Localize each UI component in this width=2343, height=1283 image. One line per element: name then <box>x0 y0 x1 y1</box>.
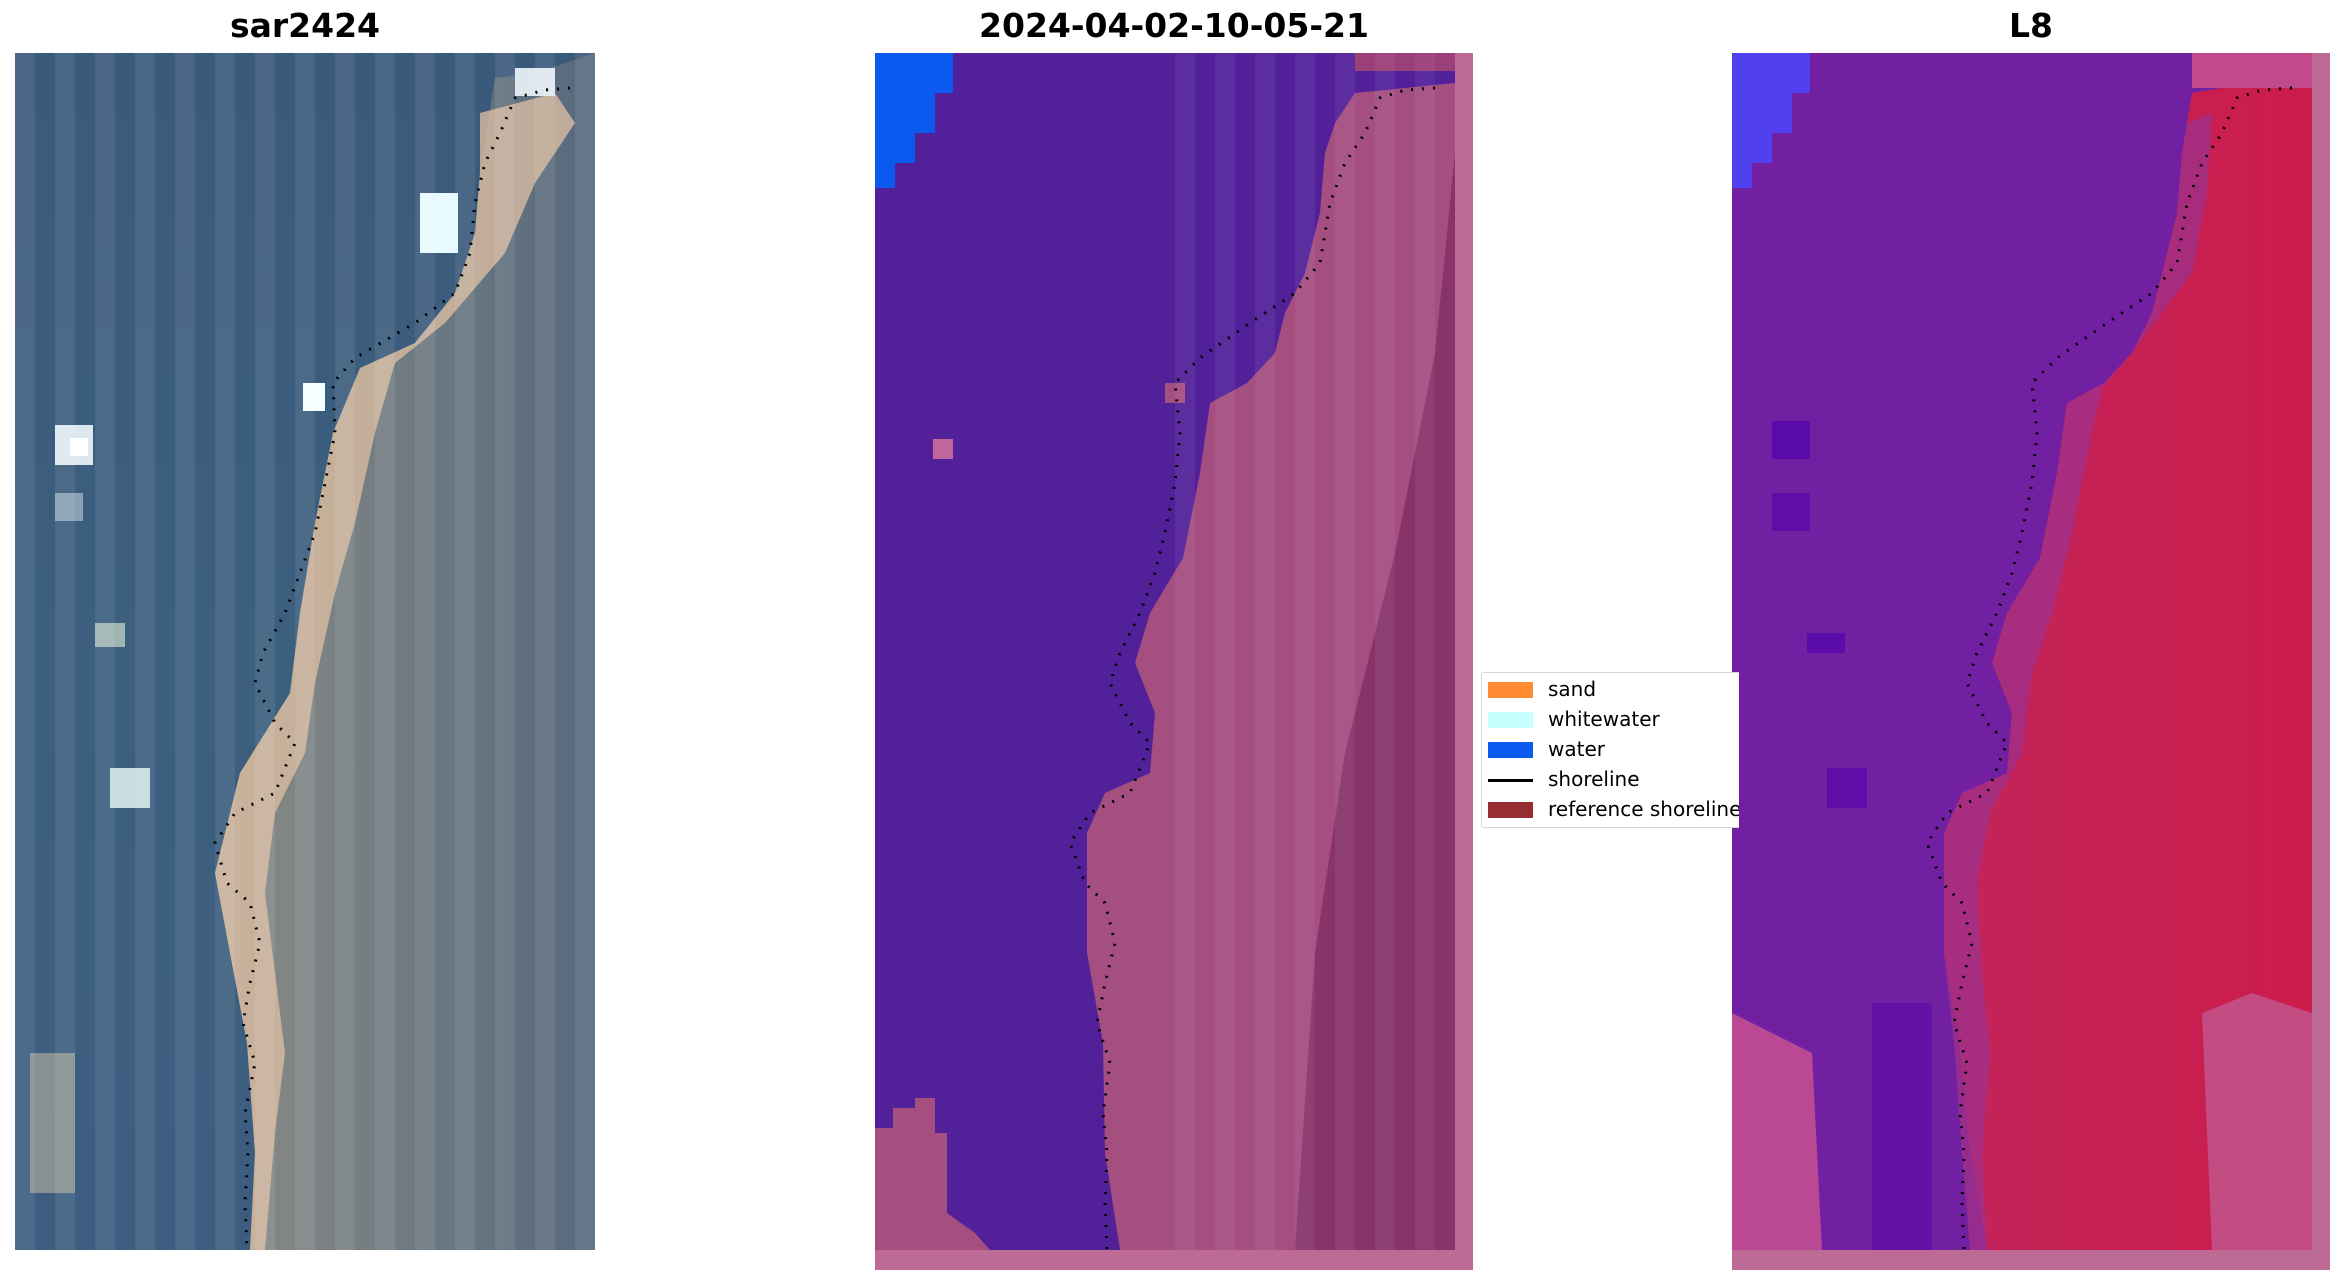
legend-item-whitewater: whitewater <box>1482 703 1739 731</box>
legend-swatch-sand <box>1488 682 1533 698</box>
shoreline-line <box>1068 86 1436 1251</box>
classification-image-panel <box>875 53 1473 1270</box>
shoreline-line <box>1925 86 2293 1251</box>
legend-label-reference-shoreline: reference shoreline <box>1548 797 1739 821</box>
legend-label-shoreline: shoreline <box>1548 767 1640 791</box>
index-image-panel <box>1732 53 2330 1270</box>
legend-swatch-water <box>1488 742 1533 758</box>
classification-image <box>875 53 1473 1270</box>
panel-title-rgb: sar2424 <box>229 6 381 45</box>
legend-item-water: water <box>1482 733 1739 761</box>
legend-item-shoreline: shoreline <box>1482 763 1739 791</box>
rgb-image-panel <box>15 53 595 1250</box>
panel-title-index: L8 <box>2009 6 2053 45</box>
legend-label-sand: sand <box>1548 677 1597 701</box>
rgb-image <box>15 53 595 1250</box>
legend-label-water: water <box>1548 737 1605 761</box>
legend-item-reference-shoreline: reference shoreline <box>1482 793 1739 821</box>
legend-swatch-whitewater <box>1488 712 1533 728</box>
legend-line-shoreline <box>1488 779 1533 782</box>
index-image <box>1732 53 2330 1270</box>
legend: sand whitewater water shoreline referenc… <box>1481 672 1739 828</box>
legend-label-whitewater: whitewater <box>1548 707 1660 731</box>
legend-item-sand: sand <box>1482 673 1739 701</box>
panel-title-classification: 2024-04-02-10-05-21 <box>979 6 1369 45</box>
legend-swatch-reference-shoreline <box>1488 802 1533 818</box>
